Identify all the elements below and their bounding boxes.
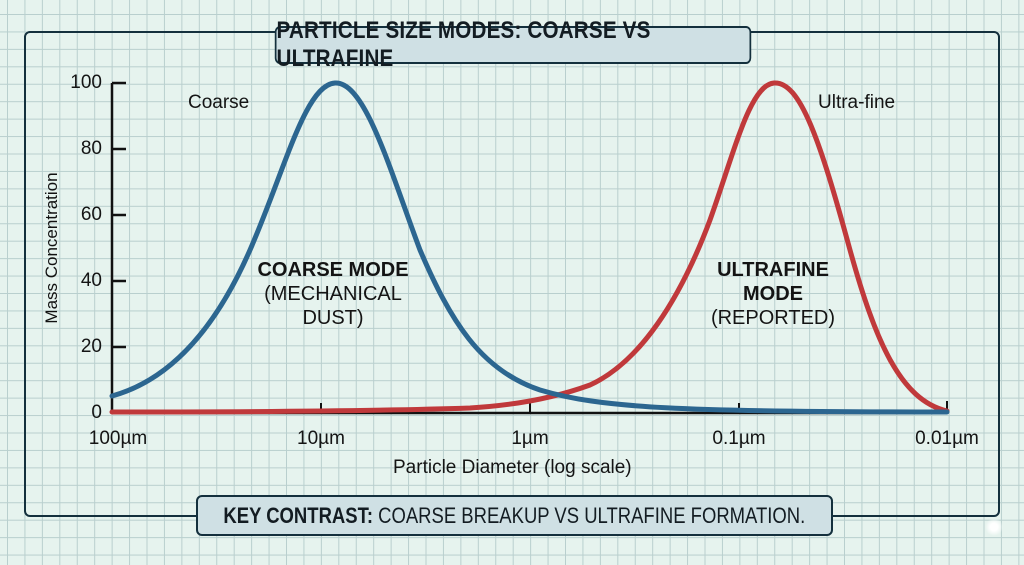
ultrafine-mode-title2: MODE — [743, 283, 803, 305]
x-tick-1um: 1µm — [511, 428, 549, 449]
coarse-mode-sub2: DUST) — [302, 307, 364, 329]
y-axis-ticks — [112, 81, 126, 349]
ultrafine-mode-sub: (REPORTED) — [710, 307, 836, 329]
y-axis-label: Mass Concentration — [42, 172, 61, 324]
x-tick-100um: 100µm — [88, 428, 148, 449]
x-tick-0-1um: 0.1µm — [712, 428, 766, 449]
coarse-mode-title: COARSE MODE — [257, 259, 409, 281]
ultrafine-mode-annotation: ULTRAFINE MODE (REPORTED) — [711, 258, 835, 330]
coarse-curve — [109, 80, 950, 415]
coarse-mode-annotation: COARSE MODE (MECHANICAL DUST) — [257, 258, 408, 330]
chart-title: PARTICLE SIZE MODES: COARSE VS ULTRAFINE — [274, 17, 752, 72]
ultrafine-mode-title1: ULTRAFINE — [717, 259, 829, 281]
x-axis-label: Particle Diameter (log scale) — [393, 457, 632, 478]
y-tick-0: 0 — [91, 402, 102, 423]
y-tick-100: 100 — [70, 72, 102, 93]
y-tick-20: 20 — [80, 336, 102, 357]
x-tick-10um: 10µm — [297, 428, 345, 449]
sparkle-watermark-icon — [985, 518, 1003, 536]
key-contrast-label: KEY CONTRAST: — [223, 502, 374, 528]
ultrafine-series-label: Ultra-fine — [818, 92, 896, 113]
x-tick-0-01um: 0.01µm — [915, 428, 979, 449]
y-tick-80: 80 — [80, 138, 102, 159]
ultrafine-curve — [109, 80, 950, 415]
y-tick-60: 60 — [80, 204, 102, 225]
key-contrast-text: COARSE BREAKUP VS ULTRAFINE FORMATION. — [373, 502, 806, 528]
key-contrast-box: KEY CONTRAST: COARSE BREAKUP VS ULTRAFIN… — [196, 495, 833, 536]
coarse-mode-sub1: (MECHANICAL — [264, 283, 402, 305]
coarse-series-label: Coarse — [188, 92, 250, 113]
y-tick-40: 40 — [80, 270, 102, 291]
